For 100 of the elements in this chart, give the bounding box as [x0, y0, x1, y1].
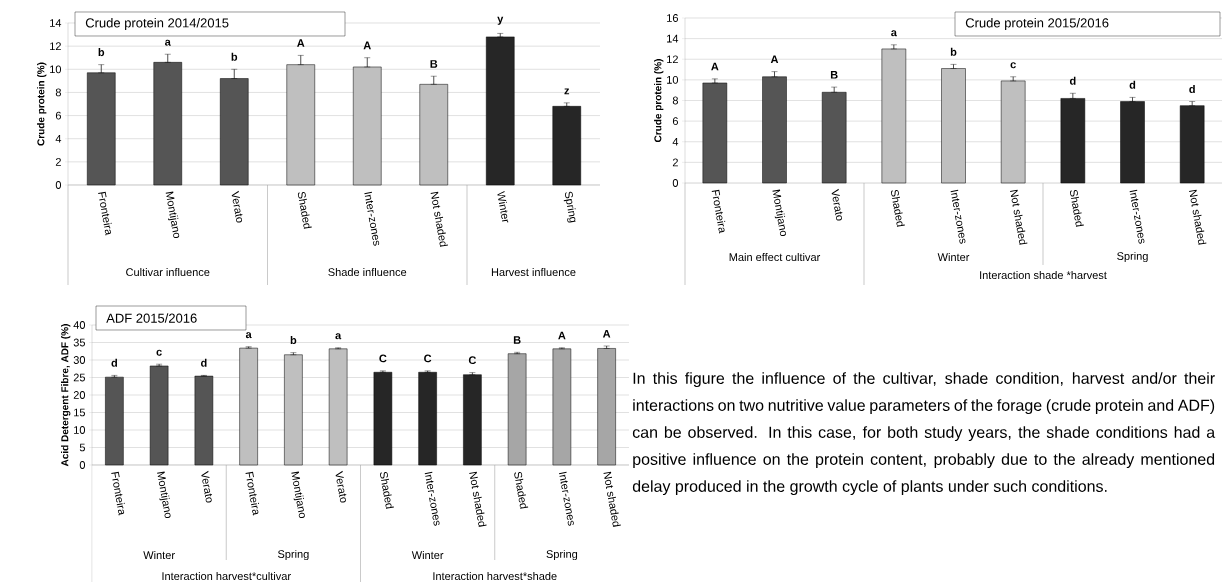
data-label: A [297, 39, 305, 47]
data-label: d [200, 358, 207, 367]
text: Shade influence [328, 267, 407, 277]
x-tick-label: Montijano [772, 189, 786, 237]
data-label: d [111, 358, 118, 367]
x-tick-label: Montijano [291, 471, 305, 519]
x-tick-label: Verato [201, 470, 213, 503]
x-tick-label: Inter-zones [424, 471, 440, 526]
x-tick-label: Fronteira [98, 191, 112, 236]
data-label: b [950, 47, 957, 56]
y-tick-label: 35 [73, 338, 85, 347]
data-label: B [513, 336, 521, 344]
text: In this figure the influence of the cultivar, shade condition, harvest and/or their interactions on two nutritive value parameters of the forage (crude protein and ADF) can be observed. In this case, for both study years, the shade conditions had a positive influence on the protein content, probably due to the already mentioned delay produced in the growth cycle of plants under such conditions. [632, 372, 1216, 496]
data-label: b [231, 52, 238, 61]
x-tick-label: Winter [497, 190, 509, 223]
x-tick-label: Inter-zones [364, 191, 380, 246]
x-tick-label: Shaded [891, 189, 905, 227]
y-axis-title: Crude protein (%) [654, 59, 664, 143]
x-tick-label: Fronteira [245, 471, 260, 516]
x-tick-label: Not shaded [1010, 189, 1028, 245]
text: Interaction harvest*shade [433, 571, 557, 581]
x-tick-label: Fronteira [111, 471, 125, 516]
y-tick-label: 10 [50, 65, 62, 74]
y-tick-label: 12 [667, 55, 678, 64]
y-tick-label: 10 [667, 75, 679, 84]
x-tick-label: Shaded [1070, 189, 1084, 227]
x-tick-label: Not shaded [469, 471, 487, 527]
chart-title: ADF 2015/2016 [106, 313, 197, 323]
data-label: d [1189, 84, 1195, 93]
data-label: A [558, 331, 566, 340]
x-tick-label: Fronteira [711, 189, 726, 234]
y-tick-label: 2 [55, 158, 61, 166]
y-tick-label: 16 [667, 14, 678, 22]
y-tick-label: 10 [74, 426, 86, 434]
x-tick-label: Inter-zones [559, 471, 574, 526]
text: Winter [411, 550, 444, 560]
y-tick-label: 6 [672, 117, 678, 126]
y-tick-label: 8 [672, 96, 678, 105]
y-axis-title: Acid Detergent Fibre, ADF (%) [61, 324, 71, 467]
data-label: C [379, 354, 387, 363]
x-tick-label: Shaded [380, 471, 394, 509]
text: Interaction harvest*cultivar [162, 571, 291, 581]
data-label: A [711, 62, 719, 71]
text: Spring [546, 549, 578, 561]
y-tick-label: 14 [50, 19, 62, 27]
text: Winter [143, 550, 175, 560]
data-label: A [602, 329, 611, 338]
text: Winter [937, 252, 970, 262]
y-tick-label: 4 [55, 134, 62, 143]
y-tick-label: 0 [79, 461, 86, 469]
y-tick-label: 14 [667, 34, 679, 43]
x-tick-label: Montijano [157, 471, 171, 519]
data-label: c [1010, 62, 1016, 69]
data-label: a [335, 333, 342, 340]
data-label: C [424, 354, 432, 363]
data-label: B [430, 60, 438, 68]
data-label: b [98, 48, 105, 57]
y-tick-label: 6 [55, 111, 61, 120]
data-label: c [156, 349, 162, 356]
y-tick-label: 15 [74, 408, 85, 417]
x-tick-label: Verato [335, 470, 347, 503]
y-axis-title: Crude protein (%) [37, 62, 47, 146]
x-tick-label: Not shaded [1189, 189, 1207, 245]
x-tick-label: Montijano [165, 191, 180, 239]
y-tick-label: 40 [73, 321, 86, 329]
text: Cultivar influence [126, 267, 210, 277]
y-tick-label: 2 [672, 158, 678, 167]
data-label: A [770, 55, 779, 64]
y-tick-label: 12 [50, 42, 61, 50]
chart-title: Crude protein 2015/2016 [965, 17, 1109, 31]
data-label: a [245, 332, 252, 339]
data-label: a [165, 39, 171, 46]
x-tick-label: Inter-zones [950, 189, 966, 244]
data-label: C [468, 356, 477, 365]
x-tick-label: Inter-zones [1129, 189, 1145, 244]
data-label: b [290, 336, 297, 345]
y-tick-label: 20 [73, 391, 86, 399]
text: Harvest influence [491, 267, 576, 277]
data-label: a [891, 30, 897, 37]
x-tick-label: Shaded [514, 471, 529, 509]
x-tick-label: Spring [563, 191, 576, 223]
data-label: z [564, 88, 570, 95]
text: Main effect cultivar [729, 252, 821, 262]
y-tick-label: 30 [73, 356, 86, 364]
text: Spring [277, 549, 309, 561]
data-label: A [363, 41, 371, 50]
data-label: B [830, 71, 838, 79]
x-tick-label: Verato [231, 190, 243, 223]
x-tick-label: Shaded [297, 191, 312, 229]
x-tick-label: Not shaded [430, 191, 448, 247]
y-tick-label: 8 [55, 88, 61, 97]
text: Spring [1117, 251, 1148, 263]
data-label: y [497, 16, 504, 25]
chart-title: Crude protein 2014/2015 [85, 17, 229, 31]
y-tick-label: 4 [672, 137, 679, 146]
x-tick-label: Not shaded [603, 471, 621, 527]
y-tick-label: 0 [672, 179, 679, 187]
y-tick-label: 25 [73, 373, 85, 382]
data-label: d [1069, 76, 1076, 85]
y-tick-label: 0 [55, 181, 62, 189]
